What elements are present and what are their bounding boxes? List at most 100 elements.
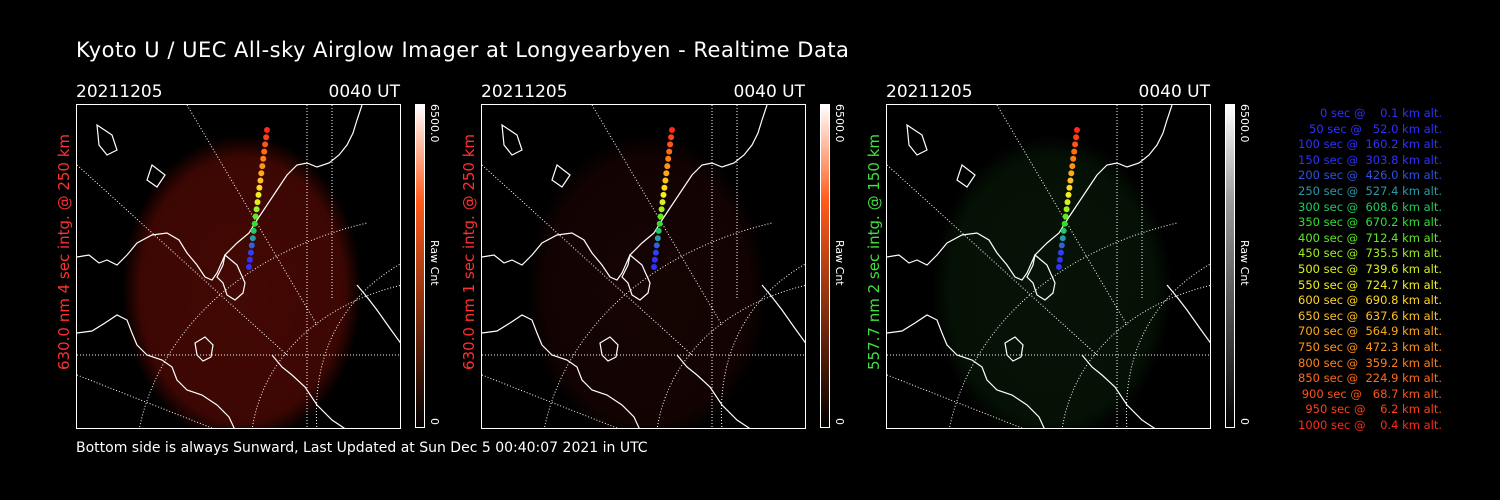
trajectory-point xyxy=(1068,170,1075,177)
panel-1-date: 20211205 xyxy=(76,82,163,102)
trajectory-point xyxy=(657,213,664,220)
panel-2-colorbar xyxy=(820,104,830,428)
trajectory-point xyxy=(1056,264,1062,270)
coastline xyxy=(887,314,1045,428)
trajectory-point xyxy=(1072,141,1079,148)
coastline xyxy=(271,284,400,428)
trajectory-point xyxy=(259,163,266,170)
legend-row: 900 sec @ 68.7 km alt. xyxy=(1301,386,1442,401)
grid-line xyxy=(138,222,368,428)
trajectory-point xyxy=(666,148,673,155)
panel-1-sky-image xyxy=(76,104,401,429)
trajectory-point xyxy=(1070,155,1077,162)
legend-row: 500 sec @ 739.6 km alt. xyxy=(1298,261,1442,276)
panel-1-time: 0040 UT xyxy=(328,82,401,102)
trajectory-point xyxy=(248,242,255,249)
coastline xyxy=(482,314,640,428)
trajectory-point xyxy=(656,220,663,227)
panel-3-colorbar-unit: Raw Cnt xyxy=(1238,240,1251,286)
grid-line xyxy=(887,105,1210,428)
trajectory-point xyxy=(263,134,270,141)
panel-3-colorbar-max: 6500.0 xyxy=(1238,104,1251,143)
trajectory-point xyxy=(1073,134,1080,141)
panel-3-sky-image xyxy=(886,104,1211,429)
footer-status: Bottom side is always Sunward, Last Upda… xyxy=(76,440,648,456)
sky-map-svg xyxy=(482,105,805,428)
legend-row: 400 sec @ 712.4 km alt. xyxy=(1298,230,1442,245)
legend-row: 300 sec @ 608.6 km alt. xyxy=(1298,199,1442,214)
trajectory-point xyxy=(247,249,254,256)
panel-2-colorbar-min: 0 xyxy=(833,418,846,425)
trajectory-point xyxy=(653,242,660,249)
trajectory-point xyxy=(659,199,666,206)
legend-row: 100 sec @ 160.2 km alt. xyxy=(1298,137,1442,152)
trajectory-point xyxy=(663,170,670,177)
coastline xyxy=(676,284,805,428)
trajectory-point xyxy=(1057,249,1064,256)
trajectory-point xyxy=(662,177,669,184)
trajectory-point xyxy=(664,163,671,170)
trajectory-point xyxy=(249,235,256,242)
trajectory-point xyxy=(665,155,672,162)
panel-2-date: 20211205 xyxy=(481,82,568,102)
trajectory-point xyxy=(250,227,257,234)
panel-3-colorbar-min: 0 xyxy=(1238,418,1251,425)
trajectory-point xyxy=(1071,148,1078,155)
trajectory-point xyxy=(652,249,659,256)
legend-row: 1000 sec @ 0.4 km alt. xyxy=(1298,417,1442,432)
grid-line xyxy=(482,105,805,428)
coastline xyxy=(1081,284,1210,428)
trajectory-point xyxy=(260,155,267,162)
trajectory-point xyxy=(1067,177,1074,184)
trajectory-point xyxy=(251,220,258,227)
trajectory-point xyxy=(1058,242,1065,249)
trajectory-point xyxy=(1062,213,1069,220)
legend-row: 450 sec @ 735.5 km alt. xyxy=(1298,246,1442,261)
panel-3-time: 0040 UT xyxy=(1138,82,1211,102)
panel-3-date: 20211205 xyxy=(886,82,973,102)
trajectory-point xyxy=(256,184,263,191)
trajectory-point xyxy=(651,256,658,263)
trajectory-point xyxy=(264,127,270,133)
trajectory-point xyxy=(252,213,259,220)
island-outline xyxy=(621,253,651,301)
trajectory-point xyxy=(1069,163,1076,170)
panel-3-ylabel: 557.7 nm 2 sec intg. @ 150 km xyxy=(865,133,883,370)
trajectory-point xyxy=(1063,206,1070,213)
panel-2-sky-image xyxy=(481,104,806,429)
legend-row: 350 sec @ 670.2 km alt. xyxy=(1298,215,1442,230)
island-outline xyxy=(216,253,246,301)
trajectory-point xyxy=(258,170,265,177)
trajectory-point xyxy=(254,199,261,206)
legend-row: 800 sec @ 359.2 km alt. xyxy=(1298,355,1442,370)
legend-row: 750 sec @ 472.3 km alt. xyxy=(1298,339,1442,354)
panel-1-ylabel: 630.0 nm 4 sec intg. @ 250 km xyxy=(55,133,73,370)
trajectory-point xyxy=(257,177,264,184)
trajectory-point xyxy=(651,264,657,270)
coastline xyxy=(906,123,976,188)
grid-line xyxy=(77,105,400,428)
trajectory-point xyxy=(1056,256,1063,263)
legend-row: 550 sec @ 724.7 km alt. xyxy=(1298,277,1442,292)
trajectory-point xyxy=(667,141,674,148)
island-outline xyxy=(599,336,619,362)
sky-map-svg xyxy=(887,105,1210,428)
trajectory-point xyxy=(669,127,675,133)
trajectory-point xyxy=(1074,127,1080,133)
panel-1-colorbar xyxy=(415,104,425,428)
legend-row: 150 sec @ 303.8 km alt. xyxy=(1298,152,1442,167)
legend-row: 200 sec @ 426.0 km alt. xyxy=(1298,168,1442,183)
island-outline xyxy=(1026,253,1056,301)
trajectory-point xyxy=(1059,235,1066,242)
island-outline xyxy=(194,336,214,362)
island-outline xyxy=(1004,336,1024,362)
trajectory-point xyxy=(1066,184,1073,191)
legend-row: 850 sec @ 224.9 km alt. xyxy=(1298,371,1442,386)
grid-line xyxy=(948,222,1178,428)
trajectory-point xyxy=(654,235,661,242)
legend-row: 650 sec @ 637.6 km alt. xyxy=(1298,308,1442,323)
sky-map-svg xyxy=(77,105,400,428)
panel-2-ylabel: 630.0 nm 1 sec intg. @ 250 km xyxy=(460,133,478,370)
trajectory-point xyxy=(655,227,662,234)
trajectory-point xyxy=(658,206,665,213)
